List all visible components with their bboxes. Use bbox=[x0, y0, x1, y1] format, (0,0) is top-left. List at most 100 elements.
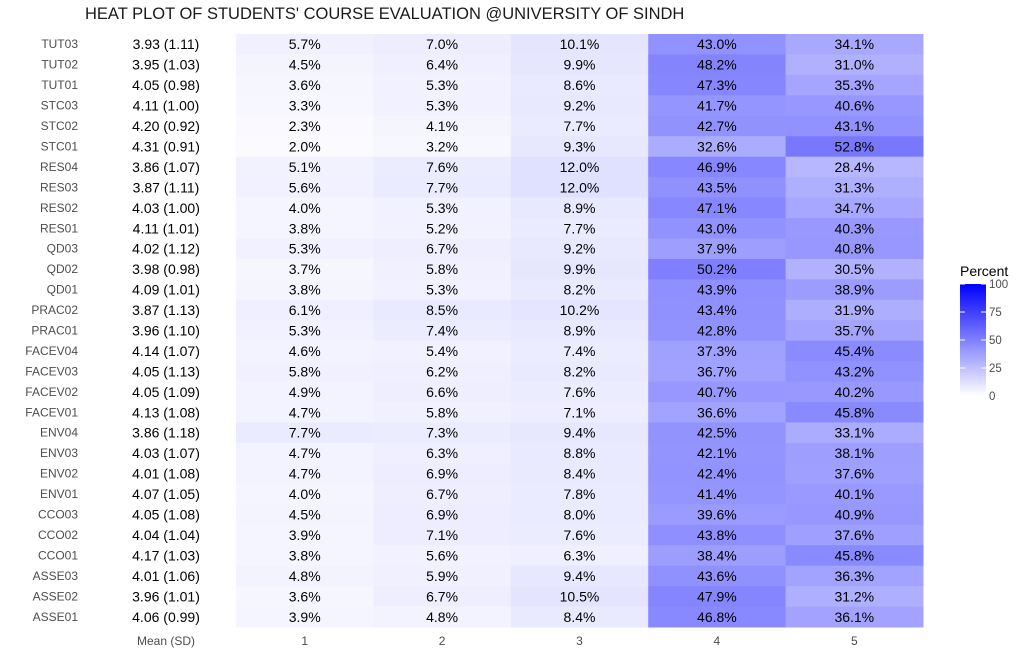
legend-tick-label: 50 bbox=[989, 335, 1002, 347]
cell-value-label: 42.1% bbox=[697, 445, 737, 461]
heatmap-cell bbox=[236, 197, 374, 219]
cell-value-label: 33.1% bbox=[834, 425, 874, 441]
heatmap-cell bbox=[648, 340, 787, 362]
cell-value-label: 31.2% bbox=[834, 588, 874, 604]
column-label: 4 bbox=[714, 634, 721, 648]
cell-value-label: 3.8% bbox=[289, 220, 321, 236]
heatmap-cell bbox=[236, 54, 374, 76]
heatmap-cell bbox=[648, 524, 787, 546]
cell-value-label: 45.8% bbox=[834, 404, 874, 420]
cell-value-label: 34.1% bbox=[834, 36, 874, 52]
heatmap-cell bbox=[510, 218, 649, 239]
cell-value-label: 4.8% bbox=[426, 609, 458, 625]
heatmap-cell bbox=[510, 238, 649, 260]
mean-sd-value: 3.96 (1.01) bbox=[132, 588, 200, 604]
cell-value-label: 6.7% bbox=[426, 588, 458, 604]
heatmap-cell bbox=[648, 463, 787, 485]
legend-title: Percent bbox=[960, 263, 1008, 279]
heatmap-cell bbox=[785, 299, 924, 321]
mean-sd-value: 4.31 (0.91) bbox=[132, 138, 200, 154]
heatmap-cell bbox=[236, 422, 374, 444]
heatmap-cell bbox=[236, 238, 374, 260]
row-label: ASSE03 bbox=[33, 569, 79, 583]
cell-value-label: 10.2% bbox=[560, 302, 600, 318]
heatmap-cell bbox=[236, 320, 374, 342]
heatmap-cell bbox=[510, 197, 649, 219]
cell-value-label: 8.5% bbox=[426, 302, 458, 318]
heatmap-cell bbox=[373, 258, 512, 280]
heatmap-cell bbox=[236, 586, 374, 608]
heatmap-cell bbox=[373, 320, 512, 342]
cell-value-label: 5.3% bbox=[426, 77, 458, 93]
heatmap-cell bbox=[510, 340, 649, 362]
cell-value-label: 8.9% bbox=[564, 323, 596, 339]
heatmap-cell bbox=[236, 381, 374, 403]
heatmap-cell bbox=[648, 115, 787, 137]
cell-value-label: 43.4% bbox=[697, 302, 737, 318]
cell-value-label: 3.7% bbox=[289, 261, 321, 277]
heatmap-cell bbox=[236, 95, 374, 117]
row-label: CCO01 bbox=[38, 548, 78, 562]
heatmap-cell bbox=[785, 606, 924, 628]
heatmap-cell bbox=[510, 95, 649, 117]
heatmap-cell bbox=[236, 136, 374, 158]
row-label: ENV03 bbox=[40, 446, 78, 460]
cell-value-label: 35.7% bbox=[834, 323, 874, 339]
cell-value-label: 48.2% bbox=[697, 57, 737, 73]
heatmap-cell bbox=[510, 463, 649, 485]
cell-value-label: 39.6% bbox=[697, 507, 737, 523]
cell-value-label: 7.6% bbox=[426, 159, 458, 175]
heatmap-cell bbox=[510, 402, 649, 424]
cell-value-label: 6.4% bbox=[426, 57, 458, 73]
row-label: QD02 bbox=[47, 262, 79, 276]
cell-value-label: 7.1% bbox=[564, 404, 596, 420]
heatmap-cell bbox=[373, 422, 512, 444]
heatmap-cell bbox=[785, 361, 924, 383]
heatmap-cell bbox=[785, 422, 924, 444]
row-label: CCO02 bbox=[38, 528, 78, 542]
cell-value-label: 8.9% bbox=[564, 200, 596, 216]
mean-sd-value: 4.01 (1.08) bbox=[132, 466, 200, 482]
row-label: QD01 bbox=[47, 283, 79, 297]
heatmap-cell bbox=[510, 136, 649, 158]
heatmap-cell bbox=[648, 545, 787, 567]
heatmap-cell bbox=[648, 258, 787, 280]
cell-value-label: 7.3% bbox=[426, 425, 458, 441]
column-label: 2 bbox=[439, 634, 446, 648]
cell-value-label: 3.9% bbox=[289, 527, 321, 543]
heatmap-cell bbox=[373, 95, 512, 117]
heatmap-cell bbox=[373, 606, 512, 628]
cell-value-label: 6.3% bbox=[426, 445, 458, 461]
heatmap-cell bbox=[510, 504, 649, 526]
heatmap-cell bbox=[510, 74, 649, 96]
cell-value-label: 5.1% bbox=[289, 159, 321, 175]
heatmap-cell bbox=[648, 218, 787, 239]
heatmap-cell bbox=[510, 299, 649, 321]
cell-value-label: 7.4% bbox=[564, 343, 596, 359]
cell-value-label: 8.4% bbox=[564, 609, 596, 625]
chart-title: HEAT PLOT OF STUDENTS' COURSE EVALUATION… bbox=[85, 5, 685, 23]
cell-value-label: 5.8% bbox=[426, 404, 458, 420]
cell-value-label: 3.8% bbox=[289, 282, 321, 298]
cell-value-label: 35.3% bbox=[834, 77, 874, 93]
cell-value-label: 4.7% bbox=[289, 445, 321, 461]
cell-value-label: 7.7% bbox=[426, 179, 458, 195]
mean-sd-value: 4.02 (1.12) bbox=[132, 241, 200, 257]
heatmap-cell bbox=[648, 422, 787, 444]
cell-value-label: 46.8% bbox=[697, 609, 737, 625]
heatmap-cell bbox=[373, 299, 512, 321]
heatmap-cell bbox=[373, 381, 512, 403]
heatmap-cell bbox=[648, 136, 787, 158]
cell-value-label: 7.4% bbox=[426, 323, 458, 339]
cell-value-label: 8.6% bbox=[564, 77, 596, 93]
mean-sd-value: 4.06 (0.99) bbox=[132, 609, 200, 625]
cell-value-label: 47.3% bbox=[697, 77, 737, 93]
heatmap-cell bbox=[648, 238, 787, 260]
heatmap-cell bbox=[648, 586, 787, 608]
heatmap-cell bbox=[373, 340, 512, 362]
mean-sd-value: 3.86 (1.07) bbox=[132, 159, 200, 175]
cell-value-label: 43.9% bbox=[697, 282, 737, 298]
heatmap-cell bbox=[373, 136, 512, 158]
cell-value-label: 10.1% bbox=[560, 36, 600, 52]
heatmap-cell bbox=[236, 279, 374, 301]
